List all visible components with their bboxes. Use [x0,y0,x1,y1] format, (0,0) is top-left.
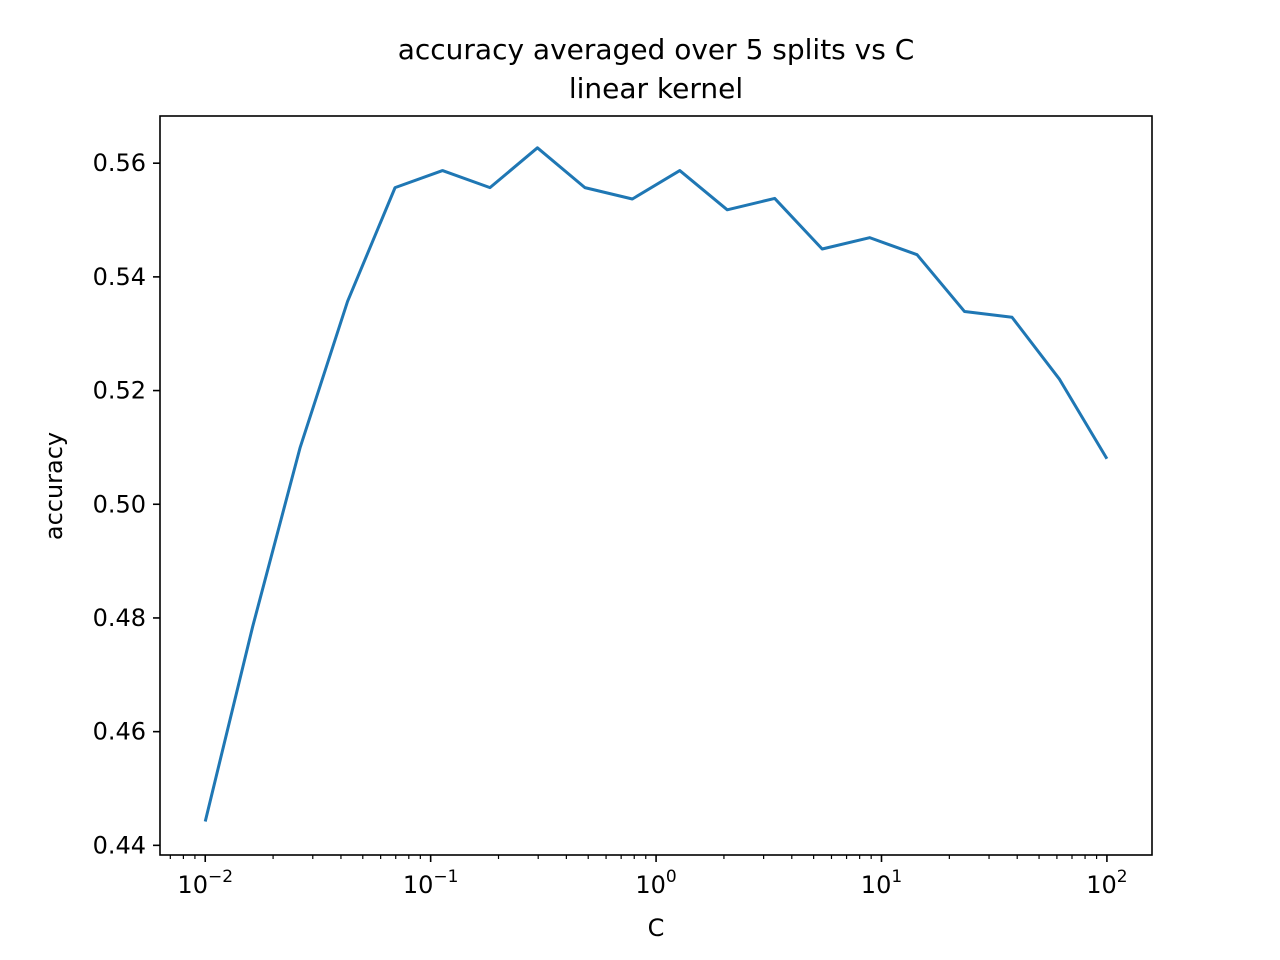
plot-frame [159,115,1153,856]
y-axis-label: accuracy [40,432,68,540]
x-tick-label: 101 [861,867,902,899]
y-tick-label: 0.52 [93,377,146,405]
plot-area: 0.44 0.46 0.48 0.50 0.52 0.54 0.56 10−2 10−1 100 1… [93,115,1153,899]
y-tick-label: 0.50 [93,490,146,518]
y-tick-label: 0.56 [93,149,146,177]
y-tick-label: 0.54 [93,263,146,291]
chart-title: accuracy averaged over 5 splits vs C [398,33,915,66]
y-tick-label: 0.48 [93,604,146,632]
y-tick-label: 0.46 [93,718,146,746]
chart-subtitle: linear kernel [569,72,743,105]
y-tick-label: 0.44 [93,831,146,859]
x-tick-label: 102 [1086,867,1127,899]
series-line-0 [203,146,1109,822]
x-tick-label: 10−2 [177,867,233,899]
x-tick-label: 10−1 [403,867,459,899]
x-tick-label: 100 [635,867,676,899]
x-axis-label: C [648,914,665,942]
